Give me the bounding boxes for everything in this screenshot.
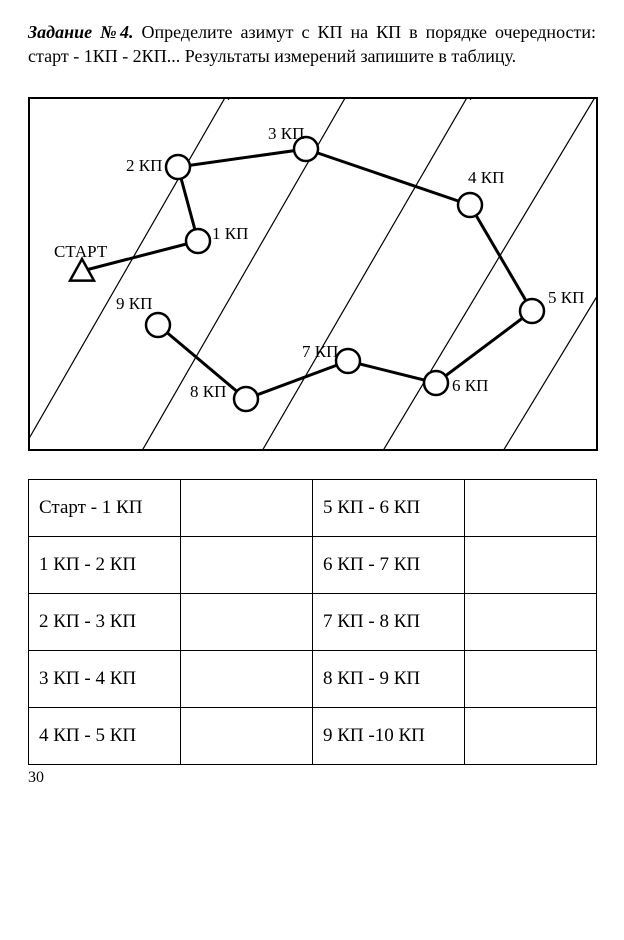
task-text: Задание №4. Определите азимут с КП на КП… (28, 20, 596, 69)
segment-label: 5 КП - 6 КП (313, 479, 465, 536)
segment-value (181, 479, 313, 536)
segment-label: 3 КП - 4 КП (29, 650, 181, 707)
segment-label: 1 КП - 2 КП (29, 536, 181, 593)
svg-text:2 КП: 2 КП (126, 156, 162, 175)
table-row: 3 КП - 4 КП 8 КП - 9 КП (29, 650, 597, 707)
svg-text:7 КП: 7 КП (302, 342, 338, 361)
table-row: 4 КП - 5 КП 9 КП -10 КП (29, 707, 597, 764)
segment-value (465, 479, 597, 536)
segment-value (181, 650, 313, 707)
segment-label: 6 КП - 7 КП (313, 536, 465, 593)
svg-text:9 КП: 9 КП (116, 294, 152, 313)
table-row: 1 КП - 2 КП 6 КП - 7 КП (29, 536, 597, 593)
svg-text:8 КП: 8 КП (190, 382, 226, 401)
segment-label: 7 КП - 8 КП (313, 593, 465, 650)
segment-value (465, 707, 597, 764)
svg-text:3 КП: 3 КП (268, 124, 304, 143)
segment-value (181, 536, 313, 593)
segment-value (181, 593, 313, 650)
table-row: 2 КП - 3 КП 7 КП - 8 КП (29, 593, 597, 650)
table-row: Старт - 1 КП 5 КП - 6 КП (29, 479, 597, 536)
segment-label: 4 КП - 5 КП (29, 707, 181, 764)
segment-value (181, 707, 313, 764)
segment-label: Старт - 1 КП (29, 479, 181, 536)
segment-value (465, 593, 597, 650)
segment-value (465, 650, 597, 707)
azimuth-diagram: СТАРТ 1 КП 2 КП 3 КП 4 КП 5 КП 6 КП 7 КП 8 КП 9 К… (28, 97, 598, 451)
segment-label: 8 КП - 9 КП (313, 650, 465, 707)
task-heading: Задание №4. (28, 22, 134, 42)
segment-label: 9 КП -10 КП (313, 707, 465, 764)
page-number: 30 (28, 769, 596, 787)
svg-text:1 КП: 1 КП (212, 224, 248, 243)
segment-label: 2 КП - 3 КП (29, 593, 181, 650)
svg-text:5 КП: 5 КП (548, 288, 584, 307)
svg-text:6 КП: 6 КП (452, 376, 488, 395)
segment-value (465, 536, 597, 593)
svg-text:4 КП: 4 КП (468, 168, 504, 187)
answer-table: Старт - 1 КП 5 КП - 6 КП 1 КП - 2 КП 6 КП -… (28, 479, 597, 765)
svg-text:СТАРТ: СТАРТ (54, 242, 108, 261)
